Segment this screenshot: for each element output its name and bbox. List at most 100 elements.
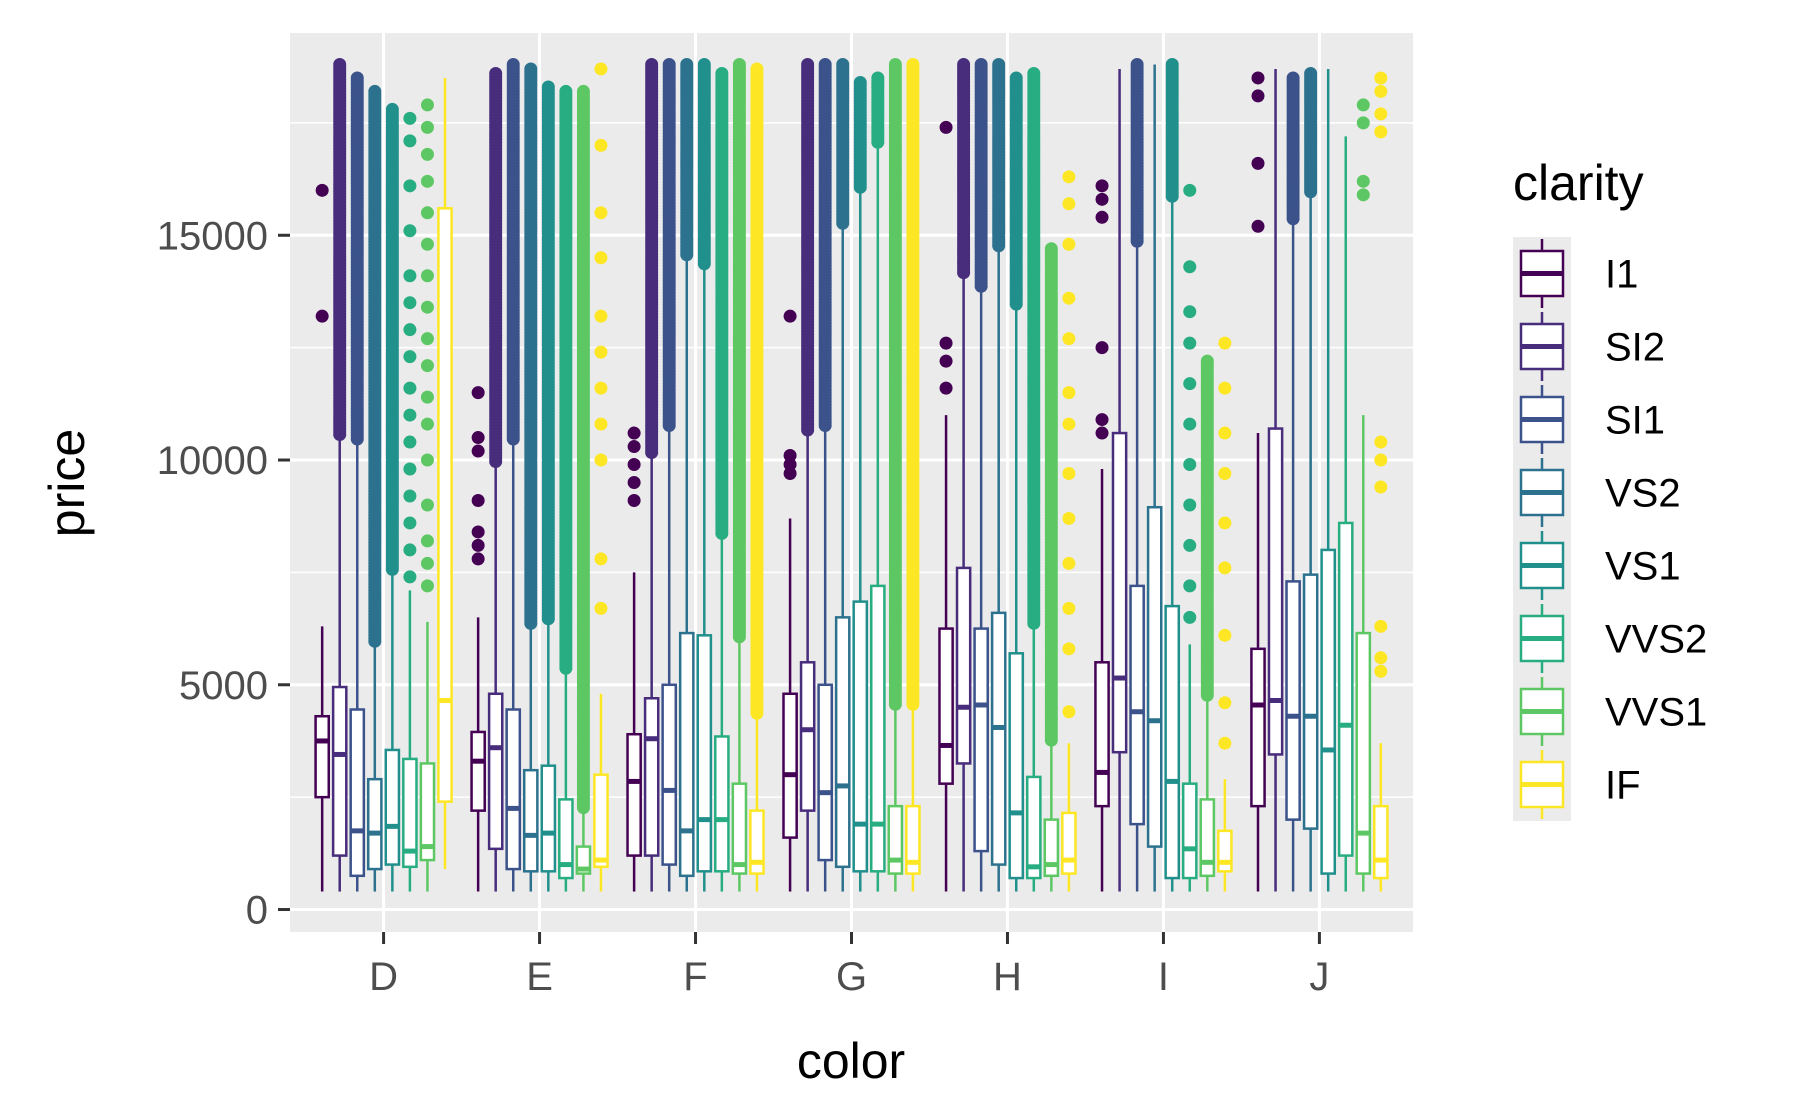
- outlier-point: [420, 453, 434, 467]
- legend-label: VS1: [1605, 545, 1681, 589]
- outlier-point: [1183, 305, 1197, 319]
- outlier-point: [1095, 413, 1109, 427]
- outlier-point: [1183, 458, 1197, 472]
- box-iqr: [1061, 811, 1077, 875]
- legend-key-VS2: [1519, 458, 1565, 527]
- legend-label: SI1: [1605, 399, 1665, 443]
- box-I1-F: [626, 426, 642, 892]
- outlier-point: [420, 417, 434, 431]
- box-VVS2-D: [402, 111, 418, 892]
- outlier-point: [1218, 561, 1232, 575]
- box-SI1-D: [349, 71, 366, 892]
- box-VS1-J: [1320, 68, 1337, 892]
- outlier-point: [1062, 705, 1076, 719]
- x-tick-label: I: [1158, 955, 1169, 999]
- outlier-point: [420, 237, 434, 251]
- box-iqr: [419, 762, 436, 862]
- outlier-point: [1062, 170, 1076, 184]
- outlier-point: [1356, 174, 1370, 188]
- box-iqr: [1337, 521, 1354, 857]
- outlier-point: [559, 84, 573, 98]
- outlier-point: [350, 71, 364, 85]
- outlier-point: [1374, 435, 1388, 449]
- outlier-point: [594, 251, 608, 265]
- outlier-point: [818, 57, 832, 71]
- outlier-point: [403, 543, 417, 557]
- outlier-point: [594, 138, 608, 152]
- outlier-point: [888, 57, 902, 71]
- outlier-point: [1218, 628, 1232, 642]
- outlier-point: [1062, 556, 1076, 570]
- box-VVS1-F: [731, 57, 748, 892]
- box-iqr: [540, 764, 557, 873]
- x-tick-label: G: [836, 955, 867, 999]
- outlier-point: [1183, 260, 1197, 274]
- outlier-point: [420, 498, 434, 512]
- box-iqr: [799, 661, 816, 812]
- outlier-point: [403, 408, 417, 422]
- outlier-point: [871, 71, 885, 85]
- box-iqr: [731, 782, 748, 875]
- box-iqr: [1267, 427, 1284, 756]
- outlier-point: [1251, 219, 1265, 233]
- box-iqr: [593, 773, 609, 869]
- outlier-point: [627, 426, 641, 440]
- box-VVS2-I: [1181, 183, 1198, 892]
- outlier-point: [1130, 57, 1144, 71]
- outlier-point: [1095, 179, 1109, 193]
- outlier-point: [420, 390, 434, 404]
- outlier-point: [1027, 66, 1041, 80]
- box-iqr: [1164, 604, 1181, 880]
- box-SI1-G: [817, 57, 834, 892]
- outlier-point: [403, 323, 417, 337]
- outlier-point: [1356, 188, 1370, 202]
- box-iqr: [437, 207, 453, 803]
- outlier-point: [420, 332, 434, 346]
- outlier-point: [420, 300, 434, 314]
- box-iqr: [1199, 798, 1216, 878]
- outlier-point: [471, 386, 485, 400]
- outlier-point: [471, 552, 485, 566]
- x-tick-label: H: [993, 955, 1022, 999]
- outlier-point: [403, 111, 417, 125]
- outlier-point: [471, 431, 485, 445]
- box-SI1-E: [505, 57, 522, 892]
- box-IF-D: [437, 77, 453, 870]
- legend-key-VVS1: [1519, 677, 1565, 746]
- outlier-point: [1062, 386, 1076, 400]
- outlier-point: [420, 147, 434, 161]
- box-iqr: [990, 611, 1007, 866]
- box-VVS1-J: [1355, 98, 1372, 892]
- box-I1-D: [314, 183, 330, 892]
- box-iqr: [817, 683, 834, 862]
- y-axis-title: price: [39, 429, 95, 537]
- legend-label: VVS1: [1605, 691, 1707, 735]
- outlier-point: [783, 309, 797, 323]
- outlier-point: [1095, 426, 1109, 440]
- outlier-point: [783, 458, 797, 472]
- outlier-point: [939, 120, 953, 134]
- outlier-point: [1062, 511, 1076, 525]
- y-tick-label: 0: [246, 889, 268, 933]
- outlier-point: [1356, 98, 1370, 112]
- box-VVS1-G: [887, 57, 904, 892]
- box-iqr: [470, 730, 486, 812]
- box-SI2-H: [955, 57, 972, 892]
- box-iqr: [1008, 652, 1025, 880]
- outlier-point: [420, 120, 434, 134]
- outlier-point: [906, 57, 920, 71]
- box-iqr: [1217, 829, 1233, 873]
- box-SI1-J: [1285, 71, 1301, 892]
- legend-key-IF: [1519, 750, 1565, 819]
- outlier-point: [403, 381, 417, 395]
- outlier-point: [420, 174, 434, 188]
- box-IF-H: [1061, 170, 1077, 892]
- legend-key-I1: [1519, 239, 1565, 308]
- box-SI2-F: [643, 57, 660, 892]
- box-iqr: [314, 714, 330, 799]
- box-VS1-H: [1008, 71, 1025, 892]
- box-iqr: [1181, 782, 1198, 880]
- box-VVS1-D: [419, 98, 436, 892]
